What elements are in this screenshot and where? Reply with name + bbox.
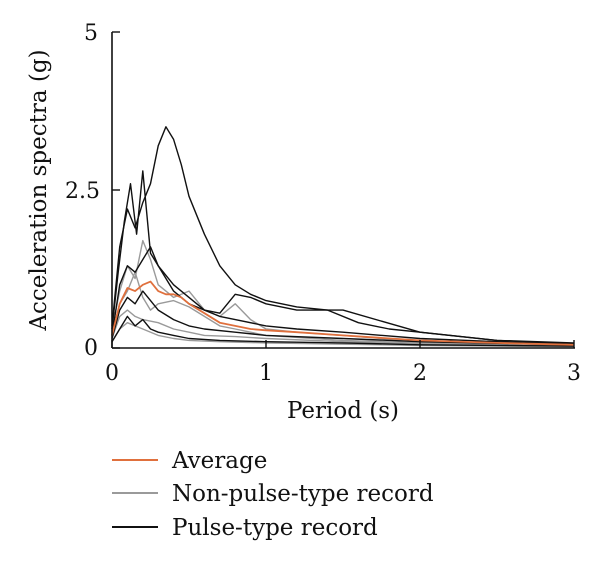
series-line-pulse bbox=[111, 315, 575, 347]
series-line-non-pulse bbox=[111, 271, 575, 347]
x-tick-label: 2 bbox=[413, 361, 427, 386]
series-line-pulse bbox=[111, 126, 575, 344]
legend-label-pulse: Pulse-type record bbox=[172, 515, 378, 541]
y-tick-label: 0 bbox=[84, 336, 98, 361]
x-tick-label: 3 bbox=[567, 361, 581, 386]
y-tick-label: 2.5 bbox=[65, 179, 100, 204]
series-line-non-pulse bbox=[111, 322, 575, 348]
series-line-pulse bbox=[111, 246, 575, 346]
series-line-pulse bbox=[111, 170, 575, 345]
series-line-non-pulse bbox=[111, 309, 575, 347]
legend: Average Non-pulse-type record Pulse-type… bbox=[112, 448, 434, 541]
legend-label-non-pulse: Non-pulse-type record bbox=[172, 481, 434, 507]
tick-marks bbox=[111, 31, 575, 349]
x-axis-title: Period (s) bbox=[287, 398, 399, 424]
y-axis-title: Acceleration spectra (g) bbox=[26, 49, 52, 331]
y-tick-label: 5 bbox=[84, 21, 98, 46]
x-tick-label: 0 bbox=[105, 361, 119, 386]
plot-lines bbox=[111, 126, 575, 348]
series-line-non-pulse bbox=[111, 239, 575, 346]
series-line-average bbox=[111, 280, 575, 346]
x-tick-label: 1 bbox=[259, 361, 273, 386]
series-line-pulse bbox=[111, 290, 575, 346]
legend-label-average: Average bbox=[171, 448, 267, 474]
